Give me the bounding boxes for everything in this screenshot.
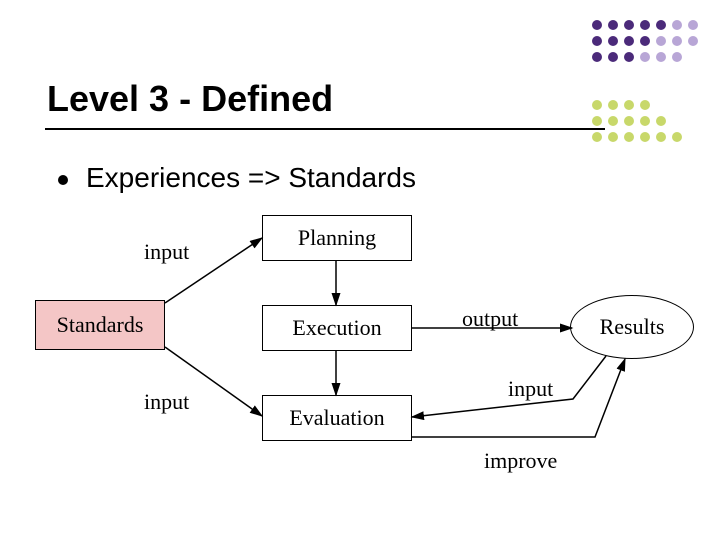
box-execution-label: Execution <box>292 315 381 341</box>
box-evaluation: Evaluation <box>262 395 412 441</box>
page-title: Level 3 - Defined <box>47 78 333 120</box>
ellipse-results-label: Results <box>600 314 665 340</box>
ellipse-results: Results <box>570 295 694 359</box>
box-standards: Standards <box>35 300 165 350</box>
subtitle-bullet-icon <box>58 175 68 185</box>
box-evaluation-label: Evaluation <box>289 405 384 431</box>
label-improve: improve <box>484 448 557 474</box>
label-input-top: input <box>144 239 189 265</box>
subtitle-text: Experiences => Standards <box>86 162 416 194</box>
label-input-bottom: input <box>144 389 189 415</box>
box-planning-label: Planning <box>298 225 376 251</box>
box-planning: Planning <box>262 215 412 261</box>
box-standards-label: Standards <box>57 312 144 338</box>
box-execution: Execution <box>262 305 412 351</box>
label-output: output <box>462 306 518 332</box>
label-input-right: input <box>508 376 553 402</box>
title-rule <box>45 128 605 130</box>
